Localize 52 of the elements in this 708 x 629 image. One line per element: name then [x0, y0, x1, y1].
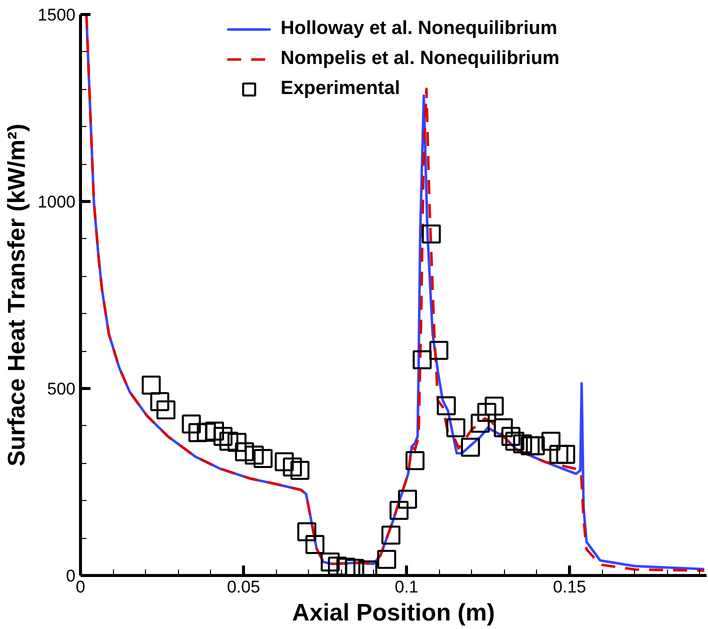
legend-label: Holloway et al. Nonequilibrium [280, 18, 558, 40]
point [541, 432, 560, 451]
point [142, 376, 161, 395]
y-tick-label: 1500 [38, 6, 76, 24]
point [156, 400, 176, 420]
x-tick-label: 0.05 [226, 578, 260, 596]
point [381, 526, 400, 545]
point [549, 444, 568, 464]
point [556, 444, 576, 464]
x-axis-title: Axial Position (m) [292, 600, 495, 626]
point [320, 552, 340, 572]
point [446, 418, 466, 438]
point [501, 426, 520, 446]
point [274, 452, 294, 472]
point [470, 414, 490, 433]
point [406, 451, 425, 470]
point [520, 436, 540, 456]
point [228, 432, 246, 452]
x-tick-label: 0.1 [394, 578, 418, 596]
point [297, 522, 316, 542]
point [484, 396, 504, 416]
point [182, 414, 201, 434]
y-axis-title: Surface Heat Transfer (kW/m²) [4, 124, 31, 466]
point [412, 350, 432, 370]
point [219, 432, 238, 451]
point [150, 392, 170, 412]
point [254, 448, 273, 468]
point [282, 458, 302, 477]
point [205, 422, 224, 441]
point [244, 446, 264, 465]
point [429, 340, 448, 360]
y-tick-label: 500 [47, 380, 76, 398]
point [436, 396, 456, 416]
point [477, 402, 496, 422]
point [377, 550, 396, 569]
point [213, 426, 232, 446]
x-tick-label: 0.15 [553, 578, 586, 596]
point [505, 432, 524, 451]
point [188, 423, 208, 442]
point [290, 460, 310, 480]
point [398, 490, 418, 509]
point [494, 418, 513, 438]
point [235, 442, 254, 462]
point [460, 438, 480, 457]
point [422, 224, 441, 244]
point [390, 500, 409, 520]
point [513, 434, 532, 454]
y-tick-label: 1000 [38, 192, 76, 212]
point [305, 534, 324, 554]
legend-label: Experimental [280, 78, 400, 100]
legend-label: Nompelis et al. Nonequilibrium [280, 48, 560, 70]
point [526, 436, 545, 456]
